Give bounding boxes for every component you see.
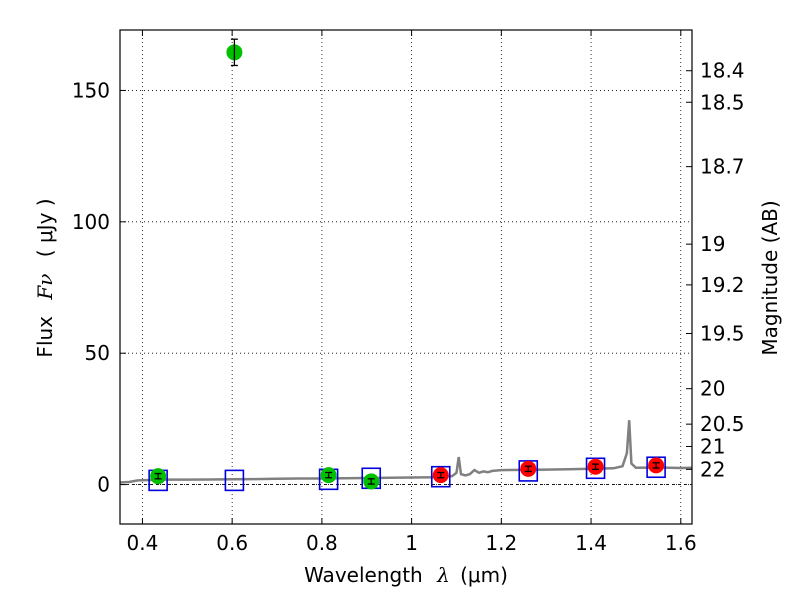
magnitude-tick-label: 19.5	[700, 321, 745, 345]
x-axis-label-unit: (μm)	[460, 563, 508, 587]
ticks: 0.4 0.6 0.8 1 1.2 1.4 1.6 0 50 100 150 18.4 18.5 18.7…	[72, 30, 745, 555]
x-tick-label: 1.2	[485, 531, 517, 555]
magnitude-tick-label: 21	[700, 434, 725, 458]
model-sed-line	[119, 420, 693, 484]
model-square	[430, 465, 451, 488]
y-tick-label: 0	[97, 473, 110, 497]
y-axis-label-symbol: Fν	[33, 274, 57, 301]
y-tick-label: 50	[85, 341, 110, 365]
y-tick-label: 100	[72, 210, 110, 234]
x-tick-label: 0.4	[127, 531, 159, 555]
model-sed-layer	[119, 420, 693, 484]
y-axis-label-unit: ( μJy )	[33, 198, 57, 257]
plot-frame	[119, 29, 693, 525]
magnitude-tick-label: 18.5	[700, 90, 745, 114]
magnitude-tick-label: 22	[700, 457, 725, 481]
magnitude-tick-label: 18.4	[700, 59, 745, 83]
grid	[120, 30, 692, 524]
magnitude-tick-label: 20	[700, 377, 725, 401]
x-tick-label: 1.6	[665, 531, 697, 555]
magnitude-tick-label: 18.7	[700, 155, 745, 179]
x-axis-label-text: Wavelength	[304, 563, 423, 587]
y-tick-label: 150	[72, 78, 110, 102]
magnitude-tick-label: 19	[700, 232, 725, 256]
marker-layer	[148, 38, 666, 492]
x-tick-label: 0.6	[216, 531, 248, 555]
x-tick-label: 1.4	[575, 531, 607, 555]
magnitude-tick-label: 20.5	[700, 412, 745, 436]
y-axis-label: Flux Fν ( μJy )	[33, 198, 57, 357]
model-square	[224, 469, 245, 492]
x-tick-label: 1	[405, 531, 418, 555]
x-tick-label: 0.8	[306, 531, 338, 555]
model-square	[646, 456, 666, 479]
x-axis-label: Wavelength λ (μm)	[304, 563, 508, 587]
y-axis-label-text: Flux	[33, 316, 57, 358]
model-square	[585, 457, 606, 480]
magnitude-tick-label: 19.2	[700, 273, 745, 297]
x-axis-label-symbol: λ	[436, 563, 450, 587]
y2-axis-label: Magnitude (AB)	[758, 200, 782, 355]
